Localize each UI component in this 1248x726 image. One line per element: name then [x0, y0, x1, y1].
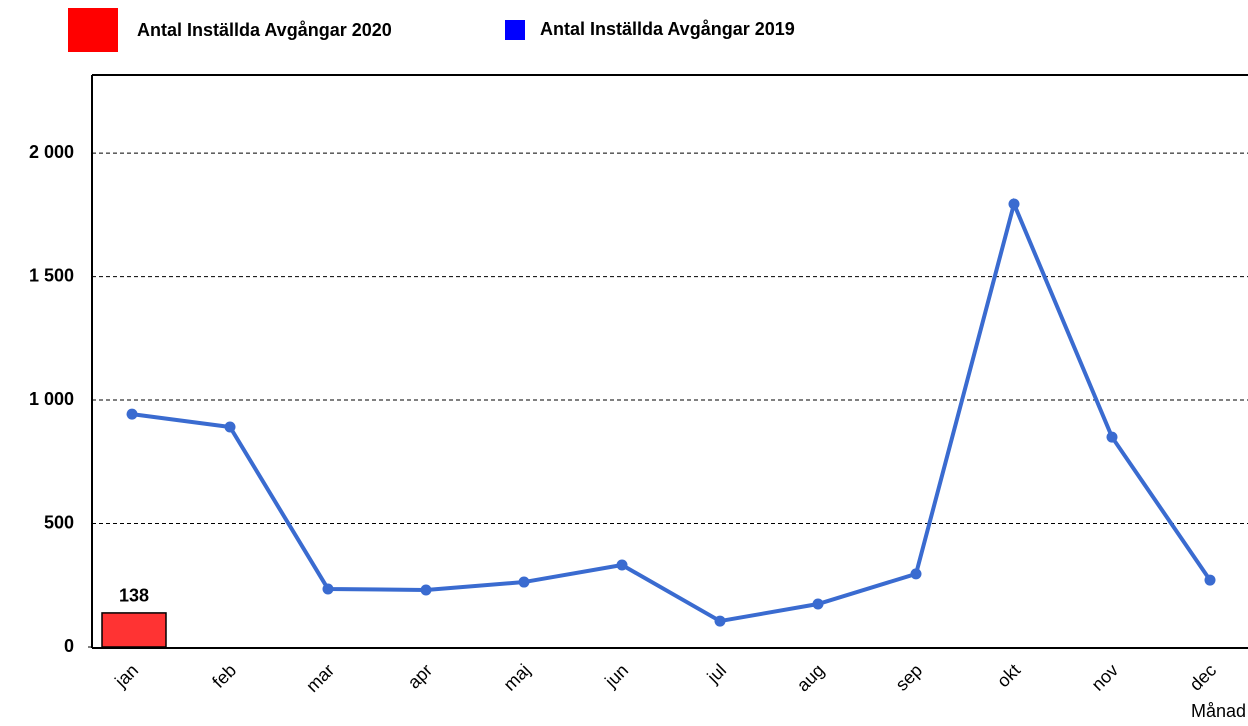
y-tick-label: 1 500 — [29, 265, 74, 285]
x-tick-label: mar — [302, 660, 338, 696]
x-tick-label: jan — [110, 660, 142, 692]
point — [1106, 431, 1118, 443]
data-label: 138 — [119, 586, 149, 606]
line — [131, 197, 1212, 624]
x-tick-label: jul — [703, 660, 731, 688]
bar — [101, 612, 167, 648]
y-tick-label: 2 000 — [29, 142, 74, 162]
legend-swatch — [68, 8, 118, 52]
point — [518, 576, 530, 588]
x-tick-label: nov — [1088, 660, 1123, 695]
x-tick-label: okt — [993, 660, 1024, 691]
y-tick-label: 1 000 — [29, 389, 74, 409]
y-tick-label: 500 — [44, 512, 74, 532]
point — [910, 568, 922, 580]
x-axis-label: Månad — [1191, 701, 1246, 721]
point — [420, 584, 432, 596]
point — [224, 421, 236, 433]
x-tick-label: dec — [1186, 660, 1221, 695]
point — [812, 598, 824, 610]
point — [1008, 198, 1020, 210]
point — [126, 408, 138, 420]
legend-swatch — [505, 20, 525, 40]
x-tick-label: aug — [793, 660, 828, 695]
legend-label: Antal Inställda Avgångar 2019 — [540, 19, 795, 39]
x-tick-label: maj — [500, 660, 535, 695]
point — [322, 583, 334, 595]
y-tick-label: 0 — [64, 636, 74, 656]
point — [616, 559, 628, 571]
point — [714, 615, 726, 627]
x-tick-label: apr — [404, 660, 437, 693]
x-tick-label: jun — [600, 660, 632, 692]
point — [1204, 574, 1216, 586]
x-tick-label: feb — [208, 660, 240, 692]
x-tick-label: sep — [892, 660, 927, 695]
legend-label: Antal Inställda Avgångar 2020 — [137, 20, 392, 40]
